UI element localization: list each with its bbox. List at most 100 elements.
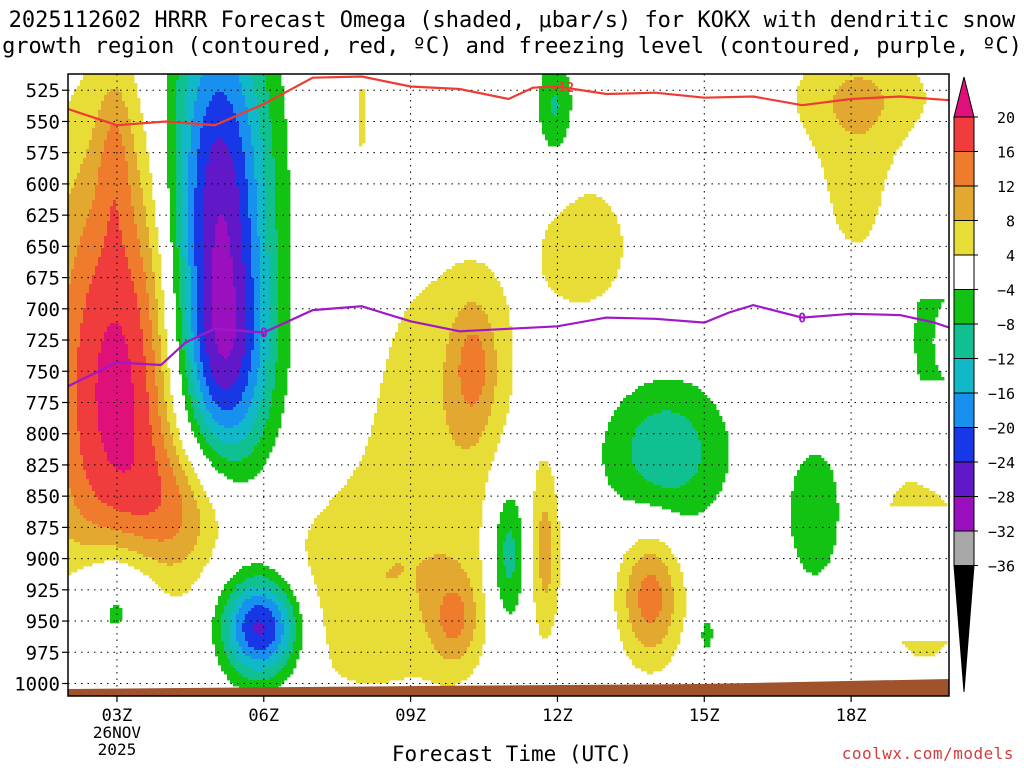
omega-cell (119, 221, 135, 225)
omega-cell (203, 122, 240, 126)
omega-cell (917, 356, 936, 360)
omega-cell (662, 485, 681, 489)
omega-cell (68, 569, 78, 573)
omega-cell (203, 299, 213, 303)
omega-cell (359, 464, 492, 468)
omega-cell (359, 122, 366, 126)
omega-cell (191, 287, 198, 291)
omega-cell (896, 491, 936, 495)
omega-cell (449, 428, 486, 432)
omega-cell (143, 353, 156, 357)
omega-cell (68, 176, 78, 180)
omega-cell (128, 353, 144, 357)
omega-cell (164, 383, 171, 387)
omega-cell (278, 605, 285, 609)
omega-cell (245, 269, 252, 273)
omega-cell (119, 224, 138, 228)
omega-cell (107, 227, 120, 231)
omega-cell (836, 89, 882, 93)
omega-cell (278, 284, 291, 288)
omega-cell (245, 278, 255, 282)
omega-cell (182, 227, 189, 231)
omega-cell (68, 191, 72, 195)
omega-cell (281, 599, 291, 603)
omega-cell (131, 272, 147, 276)
omega-cell (143, 554, 189, 558)
omega-cell (515, 557, 522, 561)
omega-cell (644, 419, 690, 423)
omega-cell (482, 392, 495, 396)
omega-cell (188, 209, 195, 213)
omega-cell (491, 326, 513, 330)
credit-link[interactable]: coolwx.com/models (841, 744, 1014, 763)
omega-cell (122, 140, 135, 144)
omega-cell (176, 239, 183, 243)
omega-cell (542, 125, 570, 129)
omega-cell (131, 368, 147, 372)
omega-cell (221, 386, 231, 390)
omega-cell (188, 335, 195, 339)
omega-cell (179, 254, 183, 258)
omega-cell (641, 614, 660, 618)
omega-cell (194, 344, 201, 348)
omega-cell (260, 329, 270, 333)
omega-cell (146, 389, 159, 393)
omega-cell (254, 155, 264, 159)
omega-cell (68, 116, 99, 120)
omega-cell (260, 356, 270, 360)
omega-cell (134, 446, 156, 450)
omega-cell (218, 662, 231, 666)
omega-cell (173, 443, 183, 447)
omega-cell (533, 569, 540, 573)
omega-cell (248, 587, 270, 591)
omega-cell (416, 296, 507, 300)
omega-cell (98, 110, 129, 114)
ground-surface (68, 679, 949, 696)
omega-cell (269, 413, 282, 417)
omega-cell (383, 371, 444, 375)
omega-cell (80, 323, 111, 327)
omega-cell (170, 425, 177, 429)
omega-cell (215, 434, 249, 438)
omega-cell (221, 590, 234, 594)
omega-cell (140, 569, 204, 573)
omega-cell (203, 368, 213, 372)
omega-cell (68, 161, 84, 165)
omega-cell (128, 344, 144, 348)
omega-cell (704, 626, 711, 630)
omega-cell (134, 290, 147, 294)
omega-cell (914, 338, 933, 342)
omega-cell (209, 365, 243, 369)
omega-cell (188, 77, 201, 81)
omega-cell (164, 446, 177, 450)
omega-cell (176, 242, 183, 246)
omega-cell (212, 284, 234, 288)
omega-cell (179, 260, 186, 264)
omega-cell (149, 299, 159, 303)
colorbar-swatch (953, 461, 975, 497)
omega-cell (212, 308, 237, 312)
omega-cell (230, 353, 246, 357)
omega-cell (131, 278, 147, 282)
omega-cell (74, 182, 99, 186)
omega-cell (314, 578, 417, 582)
omega-cell (185, 281, 192, 285)
omega-cell (179, 359, 186, 363)
omega-cell (536, 476, 555, 480)
omega-cell (425, 287, 504, 291)
omega-cell (68, 545, 117, 549)
omega-cell (119, 227, 138, 231)
omega-cell (227, 146, 243, 150)
omega-cell (422, 560, 459, 564)
omega-cell (152, 269, 162, 273)
omega-cell (140, 317, 150, 321)
omega-cell (197, 362, 204, 366)
omega-cell (251, 77, 267, 81)
omega-cell (905, 482, 918, 486)
omega-cell (236, 332, 246, 336)
omega-cell (68, 221, 87, 225)
omega-cell (128, 107, 141, 111)
omega-cell (158, 467, 174, 471)
omega-cell (275, 365, 291, 369)
